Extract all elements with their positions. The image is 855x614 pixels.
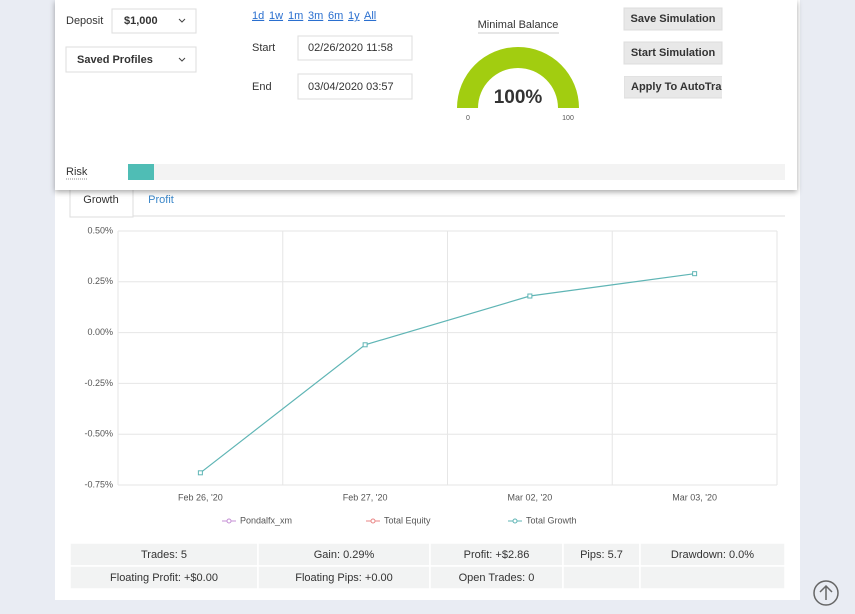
period-link[interactable]: 3m	[308, 10, 323, 22]
button[interactable]	[624, 76, 734, 99]
risk-track[interactable]	[128, 164, 785, 180]
legend-label: Total Equity	[384, 515, 431, 525]
x-tick-label: Feb 27, '20	[343, 492, 388, 502]
tab[interactable]: Profit	[148, 194, 174, 206]
y-tick-label: -0.25%	[84, 378, 113, 388]
gauge-max: 100	[562, 115, 574, 122]
deposit-select[interactable]	[111, 8, 197, 34]
select-value: $1,000	[124, 15, 158, 27]
period-link[interactable]: 1y	[348, 10, 360, 22]
period-link[interactable]: 1d	[252, 10, 264, 22]
stats-text: Pips: 5.7	[580, 549, 623, 561]
button-label: Apply To AutoTrad	[631, 81, 728, 93]
scroll-top[interactable]	[813, 580, 839, 606]
period-link[interactable]: All	[364, 10, 376, 22]
stats-cell	[562, 565, 641, 590]
legend-marker	[226, 518, 232, 524]
legend-label: Total Growth	[526, 515, 577, 525]
risk-fill[interactable]	[128, 164, 154, 180]
legend-marker	[370, 518, 376, 524]
label: Risk	[66, 166, 88, 178]
label: End	[252, 81, 272, 93]
button[interactable]	[623, 41, 723, 65]
arrow-icon	[819, 584, 833, 600]
period-link[interactable]: 6m	[328, 10, 343, 22]
stats-text: Floating Profit: +$0.00	[110, 572, 218, 584]
button-clip: Apply To AutoTrad	[624, 76, 734, 99]
start-input[interactable]	[297, 35, 413, 61]
gauge-title: Minimal Balance	[478, 19, 559, 31]
button[interactable]	[623, 7, 723, 31]
y-tick-label: 0.00%	[87, 327, 113, 337]
gauge-min: 0	[466, 115, 470, 122]
end-input[interactable]	[297, 73, 413, 100]
stats-table: Trades: 5 Gain: 0.29% Profit: +$2.86 Pips: …	[69, 542, 786, 590]
tab-active[interactable]	[69, 186, 134, 218]
profiles-select[interactable]	[65, 46, 197, 73]
label: Start	[252, 42, 275, 54]
x-tick-label: Mar 03, '20	[672, 492, 717, 502]
stats-text: Drawdown: 0.0%	[671, 549, 754, 561]
stats-text: Floating Pips: +0.00	[295, 572, 393, 584]
select-value: Saved Profiles	[77, 54, 153, 66]
marker	[362, 342, 368, 348]
stats-cell	[639, 565, 786, 590]
stats-text: Gain: 0.29%	[314, 549, 375, 561]
x-tick-label: Feb 26, '20	[178, 492, 223, 502]
chevron	[178, 57, 186, 62]
x-tick-label: Mar 02, '20	[508, 492, 553, 502]
chevron	[178, 18, 186, 23]
y-tick-label: 0.25%	[87, 276, 113, 286]
y-tick-label: -0.50%	[84, 429, 113, 439]
marker	[197, 470, 203, 476]
label: Deposit	[66, 15, 103, 27]
stats-text: Profit: +$2.86	[464, 549, 530, 561]
stats-text: Open Trades: 0	[459, 572, 535, 584]
period-link[interactable]: 1m	[288, 10, 303, 22]
line	[200, 273, 695, 474]
marker	[692, 271, 698, 277]
marker	[527, 293, 533, 299]
legend-label: Pondalfx_xm	[240, 515, 292, 525]
gauge-arc	[457, 47, 579, 108]
y-tick-label: -0.75%	[84, 479, 113, 489]
button-label: Save Simulation	[631, 13, 716, 25]
period-link[interactable]: 1w	[269, 10, 283, 22]
input-value: 02/26/2020 11:58	[308, 42, 393, 54]
stats-text: Trades: 5	[141, 549, 187, 561]
legend-marker	[512, 518, 518, 524]
gauge-value: 100%	[494, 87, 543, 108]
input-value: 03/04/2020 03:57	[308, 81, 394, 93]
button-label: Start Simulation	[631, 47, 716, 59]
tab[interactable]: Growth	[83, 194, 118, 206]
y-tick-label: 0.50%	[87, 225, 113, 235]
